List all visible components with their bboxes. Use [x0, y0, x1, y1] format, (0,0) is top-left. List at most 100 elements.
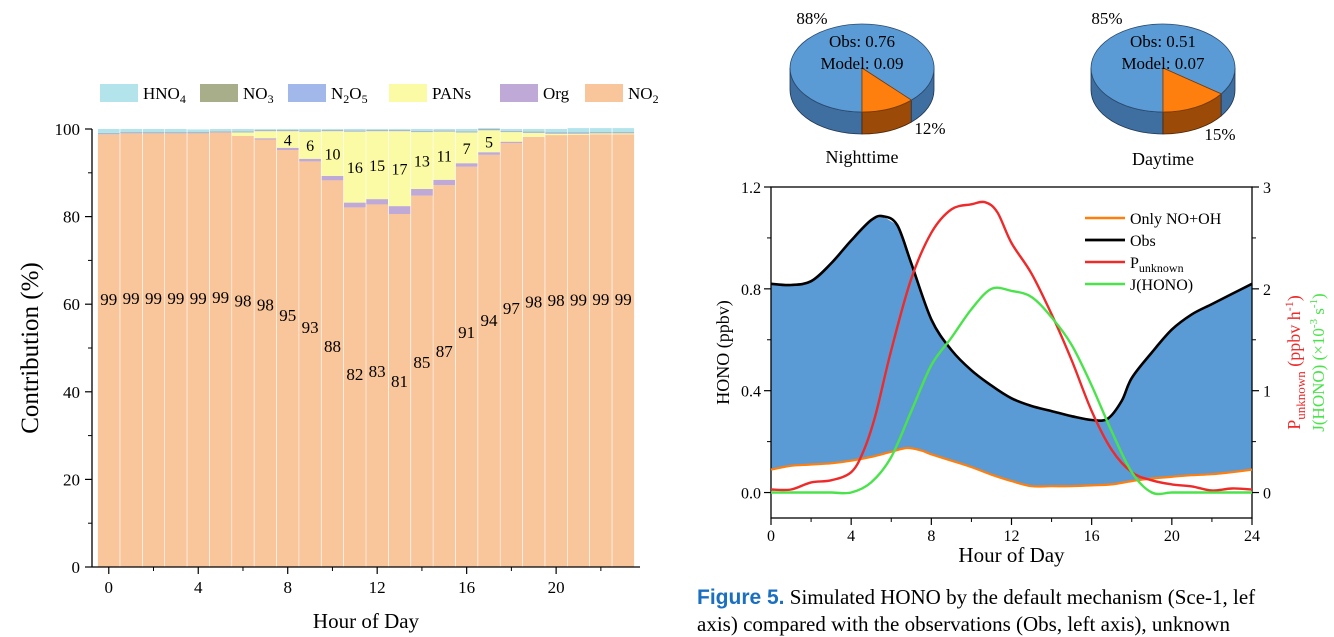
bar-segment-0-hour-7 [254, 139, 277, 567]
bar-segment-0-hour-23 [612, 134, 635, 568]
no2-data-label: 98 [525, 293, 542, 312]
series-j-hono [771, 286, 1252, 496]
bar-segment-3-hour-17 [478, 129, 500, 131]
pans-data-label: 13 [414, 154, 430, 171]
legend-swatch-5 [100, 84, 138, 102]
no2-data-label: 95 [279, 306, 296, 325]
bar-segment-0-hour-9 [299, 161, 321, 567]
no2-data-label: 99 [100, 290, 117, 309]
no2-data-label: 99 [167, 289, 184, 308]
bar-segment-3-hour-3 [165, 132, 187, 134]
legend-label-0: Only NO+OH [1130, 211, 1222, 228]
x-axis-label: Hour of Day [313, 609, 420, 633]
bar-segment-5-hour-20 [545, 129, 567, 133]
legend-label-3: N2O5 [331, 84, 368, 106]
bar-segment-3-hour-6 [232, 131, 254, 133]
x-tick-label: 0 [767, 528, 775, 545]
bar-segment-3-hour-7 [254, 130, 277, 132]
bar-segment-5-hour-2 [142, 129, 165, 133]
bar-segment-3-hour-0 [97, 133, 120, 135]
bar-segment-1-hour-7 [254, 138, 277, 140]
x-axis-label: Hour of Day [958, 543, 1065, 567]
no2-data-label: 99 [615, 290, 632, 309]
bar-segment-4-hour-18 [500, 130, 523, 132]
y-left-tick-label: 1.2 [741, 180, 761, 197]
bar-segment-3-hour-4 [187, 132, 210, 134]
bar-segment-1-hour-13 [388, 206, 411, 214]
bar-segment-5-hour-19 [522, 129, 545, 132]
y-left-axis-label: HONO (ppbv) [713, 300, 734, 404]
bar-segment-4-hour-17 [478, 129, 500, 130]
y-right-tick-label: 3 [1263, 180, 1271, 197]
bar-segment-1-hour-8 [276, 147, 299, 150]
no2-data-label: 93 [302, 318, 319, 337]
pie-slice-model [1162, 67, 1222, 113]
bar-segment-5-hour-18 [500, 129, 523, 131]
bar-segment-1-hour-17 [478, 152, 500, 155]
y-tick-label: 60 [63, 295, 80, 314]
bar-segment-4-hour-13 [388, 129, 411, 131]
bar-segment-5-hour-23 [612, 128, 635, 132]
legend-swatch-4 [200, 84, 238, 102]
legend-swatch-2 [389, 84, 427, 102]
bar-segment-2-hour-7 [254, 131, 277, 139]
x-tick-label: 20 [1164, 528, 1180, 545]
bar-segment-5-hour-11 [344, 129, 366, 131]
bar-segment-3-hour-14 [411, 131, 433, 133]
bar-segment-4-hour-1 [120, 132, 142, 133]
no2-data-label: 99 [145, 289, 162, 308]
pie-percent-big: 88% [796, 9, 827, 28]
bar-segment-0-hour-3 [165, 133, 187, 567]
pans-data-label: 10 [324, 147, 340, 164]
bar-segment-4-hour-23 [612, 132, 635, 133]
bar-segment-1-hour-14 [411, 189, 433, 196]
figure-label: Figure 5. [697, 586, 785, 609]
bar-segment-0-hour-6 [232, 136, 254, 567]
bar-segment-0-hour-10 [321, 180, 344, 567]
x-tick-label: 16 [1084, 528, 1100, 545]
bar-segment-3-hour-2 [142, 132, 165, 134]
bar-segment-4-hour-14 [411, 130, 433, 132]
bar-segment-0-hour-18 [500, 143, 523, 567]
bar-segment-0-hour-16 [455, 166, 478, 567]
no2-data-label: 82 [346, 365, 363, 384]
bar-segment-4-hour-21 [567, 132, 590, 133]
y-tick-label: 80 [63, 208, 80, 227]
bar-segment-0-hour-4 [187, 133, 210, 567]
pans-data-label: 11 [437, 149, 452, 166]
pie-model-label: Model: 0.09 [820, 54, 903, 73]
x-tick-label: 4 [847, 528, 855, 545]
bar-segment-3-hour-5 [209, 131, 232, 133]
x-tick-label: 12 [1004, 528, 1020, 545]
caption-text-1: Simulated HONO by the default mechanism … [784, 585, 1256, 609]
pans-data-label: 7 [463, 141, 471, 158]
bar-segment-2-hour-8 [276, 131, 299, 148]
bar-segment-3-hour-13 [388, 130, 411, 132]
caption-line-1: Figure 5. Simulated HONO by the default … [697, 584, 1334, 611]
no2-data-label: 99 [123, 289, 140, 308]
bar-segment-3-hour-16 [455, 131, 478, 133]
no2-data-label: 83 [369, 362, 386, 381]
bar-segment-4-hour-11 [344, 130, 366, 131]
pie-chart-nighttime: Obs: 0.76 Model: 0.09 88% 12% Nighttime [789, 9, 946, 167]
y-left-tick-label: 0.4 [741, 384, 761, 401]
x-tick-label: 20 [548, 578, 565, 597]
legend-label-5: HNO4 [143, 84, 186, 106]
bar-segment-4-hour-6 [232, 131, 254, 132]
bar-segment-0-hour-8 [276, 150, 299, 567]
bar-segment-4-hour-12 [366, 129, 388, 131]
bar-segment-0-hour-1 [120, 133, 142, 567]
bar-segment-1-hour-11 [344, 202, 366, 208]
bar-segment-2-hour-6 [232, 132, 254, 136]
bar-segment-3-hour-21 [567, 132, 590, 134]
no2-data-label: 98 [257, 295, 274, 314]
pans-data-label: 6 [306, 138, 314, 155]
bar-segment-4-hour-3 [165, 132, 187, 133]
bar-segment-3-hour-22 [590, 132, 612, 134]
bar-chart: 0 20 40 60 80 100 0 4 8 12 16 20 Hour of Day Contribu… [17, 84, 659, 633]
bar-segment-1-hour-10 [321, 175, 344, 181]
legend-swatch-3 [288, 84, 326, 102]
x-tick-label: 12 [369, 578, 386, 597]
bar-segment-2-hour-23 [612, 133, 635, 135]
bar-segment-0-hour-21 [567, 134, 590, 567]
